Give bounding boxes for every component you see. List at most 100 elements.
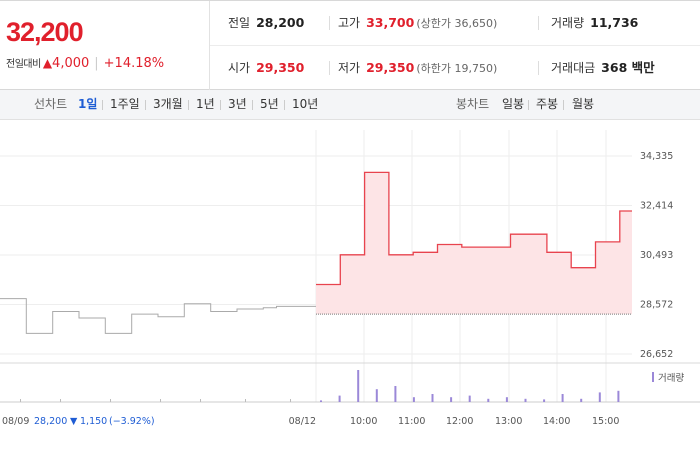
low-value: 29,350 [366, 60, 415, 75]
volume-bar [200, 399, 201, 402]
divider [102, 100, 103, 110]
volume-bar [468, 395, 471, 402]
divider [220, 100, 221, 110]
volume-bar [375, 389, 378, 402]
y-tick-label: 26,652 [640, 349, 673, 360]
open-label: 시가 [228, 61, 251, 75]
volume-bar [412, 397, 415, 402]
volume-bar [431, 394, 434, 402]
high-label: 고가 [338, 16, 361, 30]
change-value: 4,000 [52, 56, 90, 71]
period-5y[interactable]: 5년 [260, 97, 279, 111]
y-tick-label: 30,493 [640, 250, 673, 261]
volume-bar [20, 399, 21, 402]
change-percent: +14.18% [103, 56, 165, 71]
price-chart[interactable]: 34,335 32,414 30,493 28,572 26,652 08/12 10:0… [0, 120, 700, 450]
divider [538, 61, 539, 75]
volume-bar [487, 398, 490, 402]
volume-bar [245, 399, 246, 402]
divider [252, 100, 253, 110]
footer-percent: (−3.92%) [109, 416, 155, 427]
x-tick-label: 13:00 [495, 416, 522, 427]
prev-close-cell: 전일 28,200 [228, 1, 304, 45]
prev-close-label: 전일 [228, 16, 251, 30]
volume-bar [160, 399, 161, 402]
divider [210, 45, 700, 46]
period-monthly[interactable]: 월봉 [572, 97, 595, 111]
up-arrow-icon: ▲ [42, 56, 53, 70]
period-10y[interactable]: 10년 [292, 97, 319, 111]
footer-price: 28,200 [34, 416, 67, 427]
period-1d[interactable]: 1일 [78, 97, 98, 111]
y-tick-label: 34,335 [640, 151, 673, 162]
y-tick-label: 32,414 [640, 201, 673, 212]
divider [563, 100, 564, 110]
divider [538, 16, 539, 30]
change-label: 전일대비 [6, 59, 41, 70]
volume-value: 11,736 [590, 15, 639, 30]
x-axis-labels: 08/12 10:00 11:00 12:00 13:00 14:00 15:00 [289, 416, 620, 427]
period-1w[interactable]: 1주일 [110, 97, 140, 111]
amount-label: 거래대금 [551, 61, 596, 75]
volume-legend: 거래량 [658, 372, 684, 384]
volume-bar [598, 392, 601, 402]
change-line: 전일대비 ▲4,000 | +14.18% [6, 55, 164, 71]
low-label: 저가 [338, 61, 361, 75]
divider [329, 16, 330, 30]
today-area-layer [316, 172, 632, 315]
line-chart-label: 선차트 [34, 97, 68, 111]
open-value: 29,350 [256, 60, 305, 75]
volume-bar [580, 398, 583, 402]
low-cell: 저가 29,350 (하한가 19,750) [338, 46, 497, 90]
period-daily[interactable]: 일봉 [502, 97, 525, 111]
volume-cell: 거래량 11,736 [551, 1, 638, 45]
candle-chart-label: 봉차트 [456, 97, 490, 111]
current-price: 32,200 [6, 17, 84, 47]
x-tick-label: 08/12 [289, 416, 316, 427]
chart-grid [0, 130, 700, 403]
amount-cell: 거래대금 368 백만 [551, 46, 655, 90]
x-tick-label: 12:00 [446, 416, 473, 427]
prev-close-value: 28,200 [256, 15, 305, 30]
x-tick-label: 15:00 [592, 416, 619, 427]
x-tick-label: 10:00 [350, 416, 377, 427]
divider [284, 100, 285, 110]
prev-day-line [0, 298, 316, 334]
down-arrow-icon: ▼ [70, 416, 78, 427]
period-weekly[interactable]: 주봉 [536, 97, 559, 111]
x-tick-label: 14:00 [543, 416, 570, 427]
volume-bar [561, 394, 564, 402]
divider [329, 61, 330, 75]
today-line [316, 171, 632, 286]
period-3y[interactable]: 3년 [228, 97, 247, 111]
volume-bar [60, 399, 61, 402]
volume-bar [320, 400, 322, 402]
quote-panel: 32,200 전일대비 ▲4,000 | +14.18% 전일 28,200 고가 33,… [0, 0, 700, 90]
volume-bar [290, 399, 291, 402]
volume-bar [357, 370, 360, 402]
price-lines [0, 171, 632, 334]
high-value: 33,700 [366, 15, 415, 30]
upper-limit: (상한가 36,650) [416, 17, 498, 30]
divider [145, 100, 146, 110]
period-1y[interactable]: 1년 [196, 97, 215, 111]
amount-value: 368 백만 [601, 60, 655, 75]
divider: | [94, 56, 99, 71]
period-bar: 선차트 1일 1주일 3개월 1년 3년 5년 10년 봉차트 일봉 주봉 월봉 [0, 90, 700, 120]
volume-bar [524, 398, 527, 402]
today-area [316, 172, 632, 315]
y-tick-label: 28,572 [640, 300, 673, 311]
high-cell: 고가 33,700 (상한가 36,650) [338, 1, 497, 45]
y-axis-ticks: 34,335 32,414 30,493 28,572 26,652 [640, 151, 673, 360]
volume-bar [505, 397, 508, 402]
divider [188, 100, 189, 110]
period-3m[interactable]: 3개월 [153, 97, 183, 111]
volume-bar [110, 399, 111, 402]
volume-bar [543, 399, 546, 402]
volume-label: 거래량 [551, 16, 585, 30]
lower-limit: (하한가 19,750) [416, 62, 498, 75]
volume-bars [20, 370, 620, 402]
volume-bar [450, 397, 453, 402]
price-box: 32,200 전일대비 ▲4,000 | +14.18% [0, 1, 210, 90]
footer-date: 08/09 [2, 416, 29, 427]
